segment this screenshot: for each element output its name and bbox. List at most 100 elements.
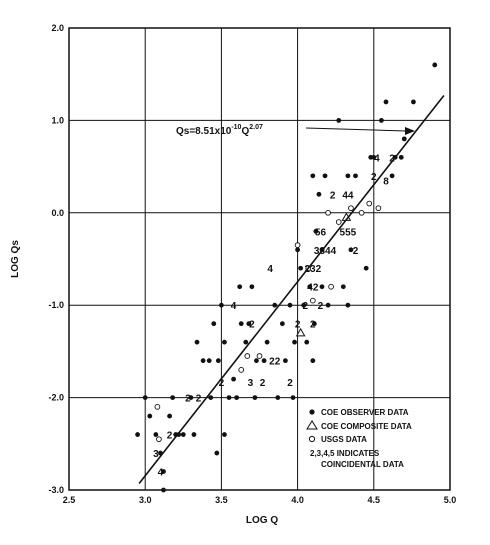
observer-point	[180, 432, 186, 437]
coincident-count: 2	[185, 394, 191, 405]
usgs-point	[366, 200, 373, 207]
x-tick-label: 4.5	[368, 495, 381, 505]
observer-point	[340, 284, 346, 290]
observer-point	[153, 432, 159, 437]
equation-arrow-line	[305, 127, 407, 132]
observer-point	[371, 154, 377, 160]
observer-point	[411, 99, 416, 105]
observer-point	[401, 136, 407, 142]
observer-point	[191, 432, 197, 437]
observer-point	[313, 228, 319, 234]
observer-point	[135, 432, 140, 437]
observer-point	[147, 413, 153, 419]
observer-point	[311, 321, 317, 327]
coincident-count: 2	[167, 431, 173, 442]
legend-entry-composite: COE COMPOSITE DATA	[321, 422, 412, 431]
observer-point	[353, 173, 358, 179]
coincident-count: 2	[287, 378, 293, 389]
observer-point	[348, 247, 354, 253]
observer-point	[208, 395, 214, 400]
observer-point	[261, 358, 267, 364]
usgs-point	[348, 205, 354, 212]
observer-point	[161, 487, 166, 493]
legend: COE OBSERVER DATA COE COMPOSITE DATA USG…	[306, 408, 412, 469]
coincident-count: 2	[196, 394, 202, 405]
coincident-count: 3344	[314, 246, 337, 257]
observer-point	[252, 395, 258, 400]
coincident-count: 2	[330, 190, 336, 201]
x-tick-label: 5.0	[444, 495, 457, 505]
coincident-count: 4	[267, 264, 273, 275]
observer-point	[345, 302, 351, 308]
equation-exponent-1: -10	[231, 124, 241, 131]
coincident-count: 42	[307, 283, 319, 294]
observer-point	[279, 321, 285, 327]
coincident-count: 44	[342, 190, 354, 201]
coincident-count: 2	[371, 172, 377, 183]
observer-point	[398, 154, 404, 160]
coincident-count: 2	[318, 301, 324, 312]
usgs-point	[294, 242, 301, 248]
coincident-count: 4	[374, 153, 380, 164]
observer-point	[222, 339, 227, 345]
x-tick-label: 2.5	[63, 495, 76, 505]
equation-lead: Qs=8.51x10	[176, 126, 232, 137]
x-tick-label: 3.0	[139, 495, 152, 505]
coincident-count: 4	[158, 468, 164, 479]
legend-note-line-2: COINCIDENTAL DATA	[321, 460, 404, 469]
observer-point	[264, 339, 270, 345]
coincident-count: 56	[315, 227, 327, 238]
observer-point	[307, 284, 313, 290]
coincident-count: 8	[383, 176, 389, 187]
equation-q: Q	[241, 126, 249, 137]
observer-point	[275, 395, 281, 400]
observer-point	[142, 395, 148, 400]
observer-point	[238, 321, 244, 327]
equation-exponent-2: 2.07	[249, 124, 263, 131]
y-tick-label: -1.0	[48, 300, 64, 310]
coincident-count: 2	[389, 153, 395, 164]
data-marks	[135, 62, 438, 493]
y-axis-label: LOG Qs	[10, 240, 21, 278]
observer-point	[254, 358, 259, 364]
observer-point	[206, 358, 212, 364]
observer-point	[237, 284, 243, 290]
grid	[69, 28, 450, 490]
observer-point	[215, 358, 221, 364]
coincident-count: 232	[304, 264, 321, 275]
coincident-count: 2	[295, 320, 301, 331]
observer-point	[287, 302, 293, 308]
coincident-count: 3	[153, 449, 159, 460]
y-tick-label: -3.0	[48, 485, 64, 495]
usgs-point	[328, 283, 334, 290]
equation-label: Qs=8.51x10-10Q2.07	[176, 124, 263, 137]
observer-point	[304, 339, 310, 345]
observer-point	[243, 339, 249, 345]
observer-point	[298, 265, 304, 271]
observer-point	[316, 191, 322, 197]
observer-point	[231, 376, 236, 382]
coincident-count: 22	[269, 357, 281, 368]
y-tick-label: 0.0	[51, 208, 64, 218]
legend-note-line-1: 2,3,4,5 INDICATES	[310, 449, 380, 458]
observer-point	[336, 118, 342, 123]
observer-point	[383, 99, 389, 105]
observer-point	[219, 302, 224, 308]
observer-point	[379, 118, 384, 123]
plot-frame	[68, 27, 451, 491]
observer-point	[290, 395, 296, 400]
legend-entry-observer: COE OBSERVER DATA	[321, 408, 409, 417]
observer-point	[234, 395, 240, 400]
observer-point	[325, 302, 331, 308]
usgs-point	[238, 367, 245, 373]
usgs-point	[309, 297, 316, 304]
legend-filled-circle-marker	[309, 409, 315, 415]
observer-point	[167, 413, 172, 419]
observer-point	[194, 339, 200, 345]
usgs-point	[325, 209, 331, 216]
usgs-point	[154, 403, 161, 410]
coincident-count: 2	[302, 301, 308, 312]
observer-point	[188, 395, 194, 400]
coincident-count: 2	[310, 320, 316, 331]
